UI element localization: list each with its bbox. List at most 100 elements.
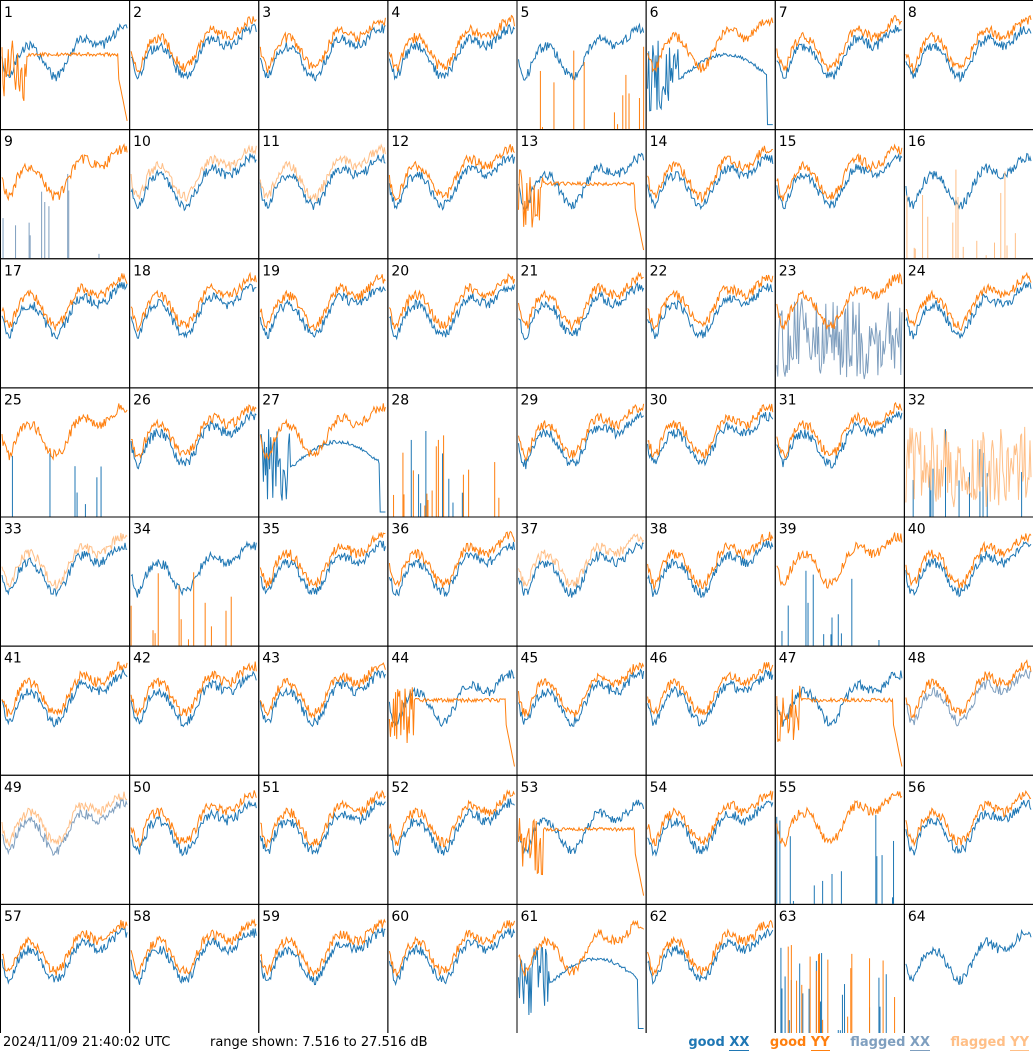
series-3-good-yy xyxy=(259,17,386,73)
antenna-panel-4: 4 xyxy=(387,0,518,131)
series-21-good-yy xyxy=(518,271,644,333)
panel-label-54: 54 xyxy=(650,780,668,796)
panel-label-28: 28 xyxy=(391,392,409,408)
series-30-good-xx xyxy=(647,411,774,467)
antenna-panel-61: 61 xyxy=(516,903,647,1033)
panel-label-6: 6 xyxy=(650,5,659,21)
antenna-panel-48: 48 xyxy=(903,645,1033,776)
series-33-flagged-yy xyxy=(1,532,128,590)
antenna-panel-45: 45 xyxy=(516,645,647,776)
series-64-good-xx xyxy=(905,928,1032,986)
antenna-panel-12: 12 xyxy=(387,129,518,260)
panel-label-19: 19 xyxy=(262,263,280,279)
panel-label-36: 36 xyxy=(391,522,409,538)
series-15-good-yy xyxy=(776,143,903,202)
antenna-panel-49: 49 xyxy=(0,774,131,905)
series-27-good-yy xyxy=(259,403,386,461)
panel-border-64 xyxy=(903,903,1033,1033)
panel-label-53: 53 xyxy=(521,780,539,796)
series-42-good-yy xyxy=(130,661,257,718)
antenna-panel-54: 54 xyxy=(645,774,776,905)
series-11-flagged-yy xyxy=(259,143,386,203)
panel-border-9 xyxy=(0,129,131,260)
antenna-panel-23: 23 xyxy=(774,258,905,389)
series-51-good-xx xyxy=(259,799,386,855)
series-18-good-yy xyxy=(130,271,257,333)
series-2-good-xx xyxy=(130,23,257,80)
series-46-good-yy xyxy=(647,662,774,716)
antenna-panel-13: 13 xyxy=(516,129,647,260)
panel-label-48: 48 xyxy=(908,651,926,667)
panel-label-20: 20 xyxy=(391,263,409,279)
series-1-good-yy xyxy=(1,40,128,121)
panel-label-51: 51 xyxy=(262,780,280,796)
antenna-panel-47: 47 xyxy=(774,645,905,776)
series-8-good-yy xyxy=(905,14,1032,75)
series-43-good-yy xyxy=(259,662,386,719)
panel-label-13: 13 xyxy=(521,134,539,150)
series-37-flagged-yy xyxy=(518,533,645,588)
series-50-good-yy xyxy=(130,790,257,848)
panel-label-42: 42 xyxy=(133,651,151,667)
series-29-good-yy xyxy=(518,403,645,462)
series-41-good-xx xyxy=(1,667,128,728)
series-58-good-xx xyxy=(130,928,257,985)
panel-label-27: 27 xyxy=(262,392,280,408)
antenna-panel-18: 18 xyxy=(129,258,260,389)
series-21-good-xx xyxy=(518,281,645,341)
antenna-panel-25: 25 xyxy=(0,387,131,518)
series-23-good-yy xyxy=(776,272,903,330)
series-5-good-xx xyxy=(518,22,645,81)
panel-label-63: 63 xyxy=(779,909,797,925)
series-39-good-yy xyxy=(776,532,903,590)
series-56-good-xx xyxy=(905,799,1032,856)
series-11-good-xx xyxy=(259,153,386,210)
series-54-good-xx xyxy=(647,800,774,857)
panel-label-38: 38 xyxy=(650,522,668,538)
series-46-good-xx xyxy=(647,669,774,727)
series-27-good-xx xyxy=(260,429,386,513)
series-33-good-xx xyxy=(1,542,128,598)
panel-label-50: 50 xyxy=(133,780,151,796)
panel-label-9: 9 xyxy=(4,134,13,150)
series-61-good-xx xyxy=(518,946,644,1029)
antenna-panel-35: 35 xyxy=(258,516,389,647)
series-59-good-xx xyxy=(259,927,386,986)
series-52-good-xx xyxy=(388,798,515,857)
antenna-panel-9: 9 xyxy=(0,129,131,260)
series-38-good-yy xyxy=(647,531,774,591)
antenna-panel-41: 41 xyxy=(0,645,131,776)
series-49-flagged-xx xyxy=(1,798,128,857)
antenna-panel-44: 44 xyxy=(387,645,518,776)
series-37-good-xx xyxy=(518,541,644,598)
antenna-panel-14: 14 xyxy=(645,129,776,260)
series-31-good-yy xyxy=(776,401,903,459)
series-35-good-yy xyxy=(259,532,386,588)
antenna-panel-56: 56 xyxy=(903,774,1033,905)
series-48-good-yy xyxy=(905,659,1032,719)
series-14-good-yy xyxy=(647,145,773,204)
antenna-panel-42: 42 xyxy=(129,645,260,776)
series-12-good-xx xyxy=(388,154,515,211)
panel-label-34: 34 xyxy=(133,522,151,538)
series-53-good-yy xyxy=(518,818,645,896)
antenna-panel-38: 38 xyxy=(645,516,776,647)
series-24-good-xx xyxy=(905,281,1032,340)
timestamp: 2024/11/09 21:40:02 UTC xyxy=(3,1035,171,1050)
panel-border-5 xyxy=(516,0,647,131)
panel-label-21: 21 xyxy=(521,263,539,279)
antenna-panel-27: 27 xyxy=(258,387,389,518)
antenna-panel-40: 40 xyxy=(903,516,1033,647)
series-22-good-yy xyxy=(647,274,774,331)
panel-label-14: 14 xyxy=(650,134,668,150)
series-30-good-yy xyxy=(647,403,774,459)
panel-label-64: 64 xyxy=(908,909,926,925)
series-55-good-yy xyxy=(776,791,903,848)
panel-label-22: 22 xyxy=(650,263,668,279)
series-24-good-yy xyxy=(905,271,1032,332)
antenna-panel-24: 24 xyxy=(903,258,1033,389)
antenna-panel-29: 29 xyxy=(516,387,647,518)
series-10-flagged-yy xyxy=(130,144,257,203)
antenna-panel-58: 58 xyxy=(129,903,260,1033)
antenna-panel-7: 7 xyxy=(774,0,905,131)
